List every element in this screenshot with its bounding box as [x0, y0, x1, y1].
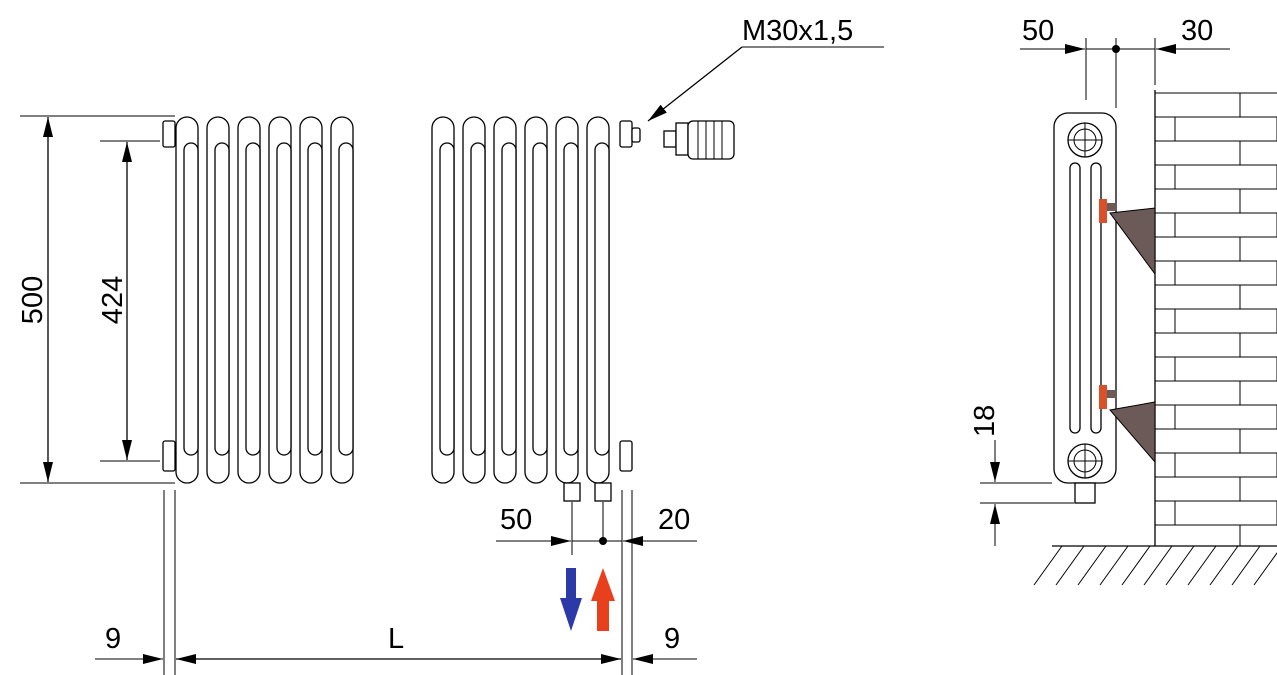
radiator-column-inner [563, 142, 579, 456]
floor-gap-label: 18 [969, 405, 1001, 437]
dimension-floor-gap: 18 [969, 405, 1074, 546]
radiator-column-inner [276, 142, 292, 456]
wall-gap-label: 30 [1181, 15, 1213, 47]
dimension-depth: 50 30 [1020, 15, 1230, 108]
dimension-pipe-spacing: 50 20 [496, 502, 697, 555]
depth-label: 50 [1022, 15, 1054, 47]
pipe-offset-label: 20 [658, 504, 690, 536]
left-margin-label: 9 [105, 623, 121, 655]
floor-hatch-line [1209, 545, 1239, 586]
thermostatic-head-icon [663, 120, 735, 160]
radiator-side-profile [1053, 112, 1117, 504]
radiator-column-inner [245, 142, 261, 456]
radiator-left-section [175, 116, 354, 484]
floor-hatch-line [1187, 545, 1217, 586]
floor-hatch-line [1143, 545, 1173, 586]
axis-distance-label: 424 [97, 276, 129, 324]
radiator-column-inner [214, 142, 230, 456]
side-view: 50 30 18 [969, 15, 1277, 586]
pipe-spacing-label: 50 [500, 504, 532, 536]
dimension-axis-distance: 424 [97, 140, 160, 462]
radiator-column-inner [439, 142, 455, 456]
floor-hatch-line [1055, 545, 1085, 586]
thread-label: M30x1,5 [742, 15, 853, 47]
radiator-column-inner [532, 142, 548, 456]
floor-hatch-line [1165, 545, 1195, 586]
radiator-column-inner [470, 142, 486, 456]
radiator-column-inner [338, 142, 354, 456]
arrow-down-icon [560, 568, 582, 631]
radiator-right-section [431, 116, 610, 484]
dimension-height: 500 [17, 115, 175, 484]
floor-hatch-line [1099, 545, 1129, 586]
arrow-up-icon [591, 568, 615, 631]
floor-hatch-line [1121, 545, 1151, 586]
radiator-column-inner [307, 142, 323, 456]
floor [1033, 545, 1277, 586]
radiator-column-inner [501, 142, 517, 456]
floor-hatch-line [1077, 545, 1107, 586]
connection-pipes [563, 482, 612, 502]
front-view: 500 424 M30x1,5 50 20 [17, 15, 884, 675]
radiator-column-inner [594, 142, 610, 456]
dimension-length: L 9 9 [95, 490, 697, 675]
floor-hatch-line [1033, 545, 1063, 586]
right-margin-label: 9 [664, 623, 680, 655]
length-label: L [388, 623, 404, 655]
wall-brackets [1099, 199, 1156, 464]
radiator-column-inner [183, 142, 199, 456]
header-plugs [162, 120, 641, 472]
brick-wall [1154, 90, 1277, 546]
thread-callout: M30x1,5 [647, 15, 884, 122]
floor-hatch-line [1253, 552, 1277, 586]
floor-hatch-line [1231, 545, 1261, 586]
height-label: 500 [17, 276, 49, 324]
